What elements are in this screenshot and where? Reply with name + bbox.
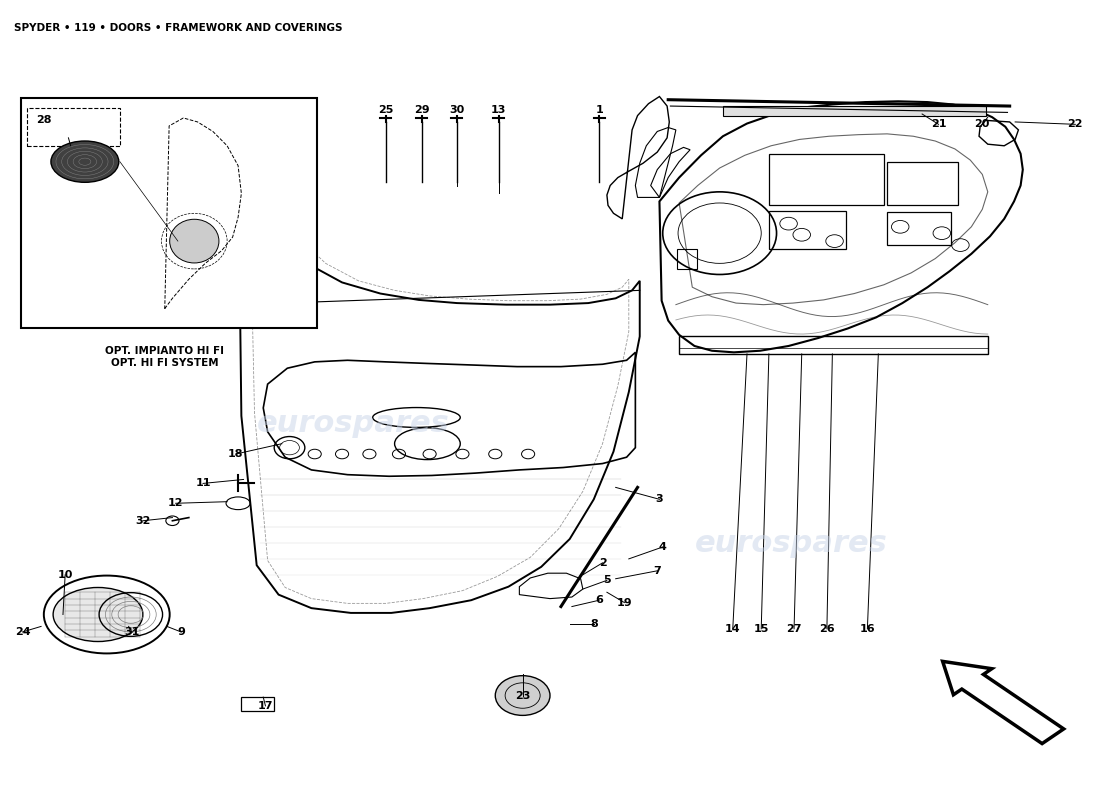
Text: eurospares: eurospares: [694, 529, 888, 558]
Text: OPT. IMPIANTO HI FI
OPT. HI FI SYSTEM: OPT. IMPIANTO HI FI OPT. HI FI SYSTEM: [106, 346, 224, 367]
Circle shape: [495, 676, 550, 715]
Text: 25: 25: [378, 105, 394, 115]
Text: 21: 21: [931, 119, 946, 130]
Text: 8: 8: [590, 619, 597, 629]
Bar: [887, 162, 958, 206]
Bar: [26, 108, 120, 146]
Text: 16: 16: [859, 624, 876, 634]
Text: 4: 4: [659, 542, 667, 552]
Bar: [887, 212, 950, 245]
Text: 15: 15: [754, 624, 769, 634]
Text: SPYDER • 119 • DOORS • FRAMEWORK AND COVERINGS: SPYDER • 119 • DOORS • FRAMEWORK AND COV…: [13, 22, 342, 33]
Text: 5: 5: [603, 575, 611, 586]
Text: 32: 32: [135, 516, 151, 526]
Text: 12: 12: [168, 498, 184, 508]
Text: 11: 11: [196, 478, 211, 489]
Bar: [769, 154, 883, 206]
Text: 27: 27: [786, 624, 802, 634]
Text: 23: 23: [515, 691, 530, 702]
Text: 22: 22: [1068, 119, 1084, 130]
Text: 26: 26: [820, 624, 835, 634]
Bar: [676, 249, 696, 269]
Bar: [723, 106, 986, 115]
Text: 28: 28: [66, 174, 81, 184]
Text: 28: 28: [36, 115, 52, 126]
Text: 17: 17: [257, 701, 273, 711]
Text: eurospares: eurospares: [256, 410, 450, 438]
Bar: [679, 337, 988, 354]
Text: 19: 19: [617, 598, 632, 607]
Bar: [241, 697, 274, 711]
Text: 24: 24: [14, 627, 31, 637]
Text: 7: 7: [653, 566, 661, 576]
Text: 30: 30: [449, 105, 464, 115]
Bar: [769, 211, 846, 249]
Bar: [21, 98, 317, 329]
Text: 1: 1: [595, 105, 603, 115]
Text: 29: 29: [414, 105, 430, 115]
Text: 3: 3: [656, 494, 663, 504]
Text: 14: 14: [725, 624, 740, 634]
Text: 6: 6: [595, 595, 603, 605]
Ellipse shape: [169, 219, 219, 263]
Text: 13: 13: [491, 105, 506, 115]
Text: 9: 9: [177, 627, 185, 637]
Text: 20: 20: [975, 119, 990, 130]
Text: 2: 2: [598, 558, 606, 568]
Text: 31: 31: [124, 627, 140, 637]
Ellipse shape: [53, 587, 143, 642]
Text: 18: 18: [228, 449, 243, 459]
Text: 10: 10: [57, 570, 73, 580]
Ellipse shape: [51, 141, 119, 182]
